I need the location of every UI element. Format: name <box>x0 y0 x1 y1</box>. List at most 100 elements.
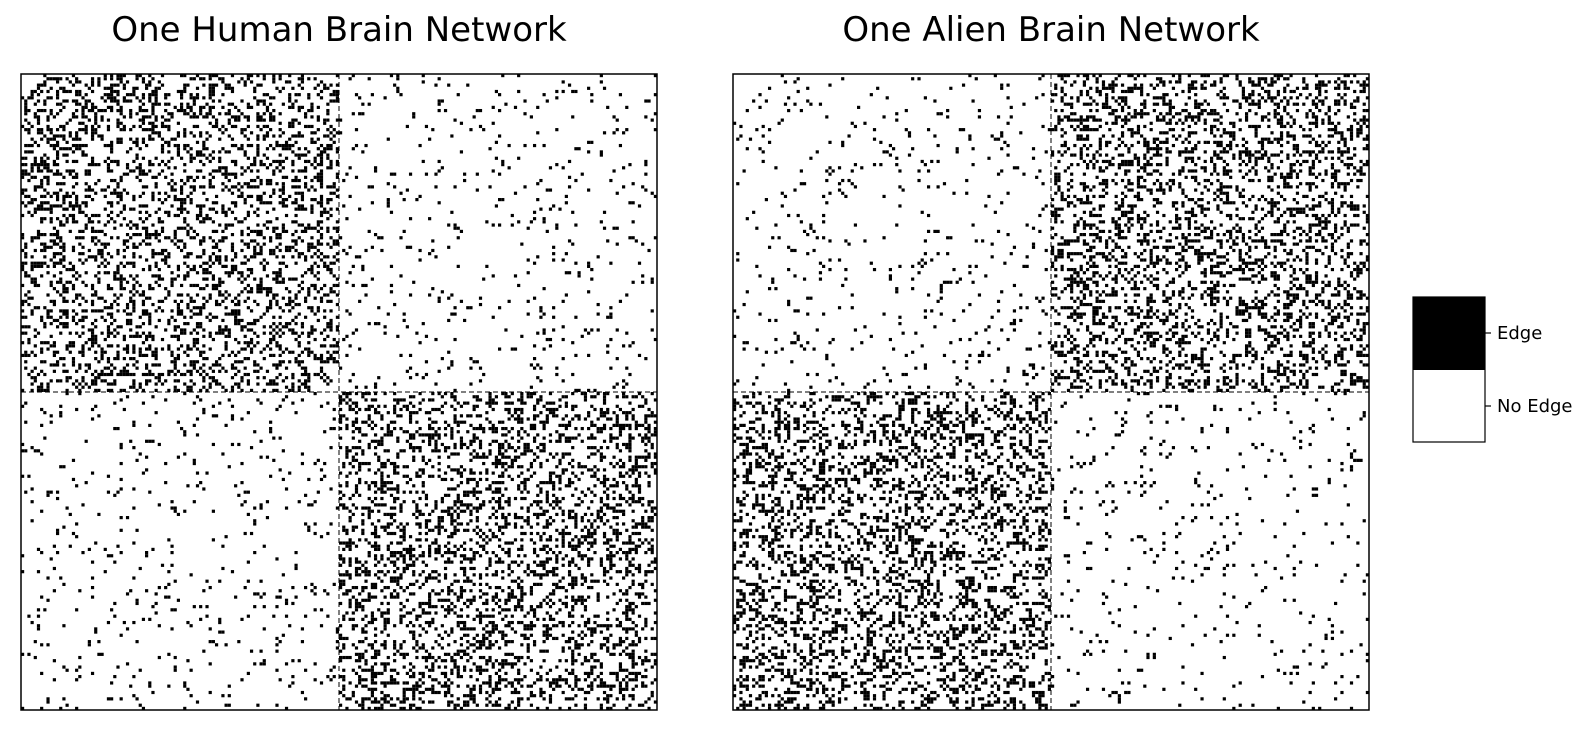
edge-cell <box>234 172 238 176</box>
edge-cell <box>532 407 537 412</box>
edge-cell <box>351 331 355 335</box>
edge-cell <box>30 500 34 504</box>
edge-cell <box>367 595 371 599</box>
edge-cell <box>113 293 117 297</box>
edge-cell <box>189 96 193 100</box>
edge-cell <box>180 201 184 205</box>
edge-cell <box>329 426 333 431</box>
edge-cell <box>335 83 339 87</box>
edge-cell <box>269 299 273 303</box>
edge-cell <box>405 124 409 129</box>
edge-cell <box>326 401 330 405</box>
edge-cell <box>43 325 47 329</box>
edge-cell <box>183 274 187 278</box>
edge-cell <box>119 369 123 373</box>
edge-cell <box>125 344 130 348</box>
edge-cell <box>316 357 320 361</box>
edge-cell <box>574 147 578 151</box>
edge-cell <box>138 566 142 571</box>
edge-cell <box>358 481 362 485</box>
edge-cell <box>170 350 174 354</box>
edge-cell <box>437 433 441 437</box>
edge-cell <box>46 115 50 119</box>
edge-cell <box>319 178 324 183</box>
edge-cell <box>644 172 648 176</box>
edge-cell <box>377 547 381 551</box>
edge-cell <box>202 83 206 87</box>
edge-cell <box>192 366 196 370</box>
edge-cell <box>230 442 235 447</box>
edge-cell <box>119 178 123 183</box>
edge-cell <box>326 264 330 268</box>
edge-cell <box>33 198 37 202</box>
edge-cell <box>221 694 225 698</box>
edge-cell <box>567 159 572 164</box>
edge-cell <box>329 678 333 682</box>
edge-cell <box>135 274 139 278</box>
edge-cell <box>450 293 454 297</box>
edge-cell <box>370 426 374 431</box>
edge-cell <box>358 601 362 606</box>
edge-cell <box>278 363 282 367</box>
edge-cell <box>224 306 228 310</box>
edge-cell <box>24 169 28 173</box>
edge-cell <box>253 592 257 596</box>
edge-cell <box>348 538 352 542</box>
edge-cell <box>590 140 594 144</box>
edge-cell <box>641 280 645 284</box>
edge-cell <box>103 299 107 303</box>
edge-cell <box>482 452 486 456</box>
edge-cell <box>167 372 171 377</box>
edge-cell <box>431 287 435 291</box>
edge-cell <box>90 134 95 138</box>
edge-cell <box>339 426 343 431</box>
edge-cell <box>224 369 228 373</box>
edge-cell <box>482 430 486 434</box>
edge-cell <box>650 328 654 332</box>
edge-cell <box>300 690 305 695</box>
edge-cell <box>265 290 270 294</box>
edge-cell <box>141 102 146 106</box>
edge-cell <box>339 484 343 488</box>
edge-cell <box>532 452 537 456</box>
edge-cell <box>33 449 37 453</box>
edge-cell <box>510 347 514 351</box>
edge-cell <box>485 220 489 224</box>
edge-cell <box>43 372 47 377</box>
edge-cell <box>230 414 235 418</box>
edge-cell <box>234 217 238 221</box>
edge-cell <box>33 188 37 192</box>
edge-cell <box>211 74 215 78</box>
edge-cell <box>202 239 206 243</box>
edge-cell <box>234 337 238 342</box>
edge-cell <box>262 331 266 335</box>
edge-cell <box>440 357 444 361</box>
edge-cell <box>262 124 266 129</box>
edge-cell <box>300 274 305 278</box>
edge-cell <box>373 392 378 396</box>
edge-cell <box>122 124 126 129</box>
edge-cell <box>373 640 378 644</box>
edge-cell <box>36 207 41 211</box>
edge-cell <box>55 169 60 173</box>
edge-cell <box>335 630 339 634</box>
edge-cell <box>373 484 378 488</box>
edge-cell <box>78 210 82 214</box>
edge-cell <box>78 318 82 323</box>
edge-cell <box>396 557 400 561</box>
edge-cell <box>253 363 257 367</box>
edge-cell <box>211 93 215 97</box>
edge-cell <box>240 271 244 275</box>
edge-cell <box>641 185 645 189</box>
edge-cell <box>361 102 365 106</box>
edge-cell <box>145 258 149 262</box>
edge-cell <box>75 678 79 682</box>
edge-cell <box>116 248 120 253</box>
edge-cell <box>119 442 123 447</box>
edge-cell <box>249 185 254 189</box>
edge-cell <box>590 433 594 437</box>
edge-cell <box>90 229 95 233</box>
edge-cell <box>62 665 66 669</box>
edge-cell <box>154 89 158 94</box>
edge-cell <box>52 115 56 119</box>
